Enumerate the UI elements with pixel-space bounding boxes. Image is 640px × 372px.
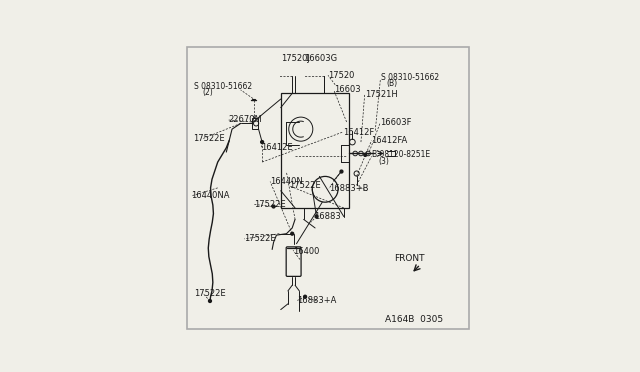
Text: 17522E: 17522E xyxy=(194,289,226,298)
Text: S 08310-51662: S 08310-51662 xyxy=(381,73,439,82)
Text: 22670M: 22670M xyxy=(228,115,262,125)
Text: 17522E: 17522E xyxy=(244,234,276,243)
Text: A164B  0305: A164B 0305 xyxy=(385,315,444,324)
Text: 16412FA: 16412FA xyxy=(372,136,408,145)
Text: (3): (3) xyxy=(378,157,389,166)
Text: S 08310-51662: S 08310-51662 xyxy=(194,82,252,91)
Text: 16883: 16883 xyxy=(314,212,341,221)
Text: 17522E: 17522E xyxy=(289,181,321,190)
Text: 17520J: 17520J xyxy=(281,54,310,64)
Text: 16400: 16400 xyxy=(293,247,319,256)
Text: FRONT: FRONT xyxy=(394,254,424,263)
Text: 17522E: 17522E xyxy=(193,134,225,143)
Circle shape xyxy=(291,232,294,235)
Text: 17521H: 17521H xyxy=(365,90,397,99)
Text: 16412E: 16412E xyxy=(262,143,293,152)
Text: 16412F: 16412F xyxy=(343,128,374,137)
Text: 17520: 17520 xyxy=(328,71,355,80)
Circle shape xyxy=(340,170,343,173)
Text: B 08120-8251E: B 08120-8251E xyxy=(372,150,429,160)
Text: 16603F: 16603F xyxy=(380,118,412,127)
Text: 16603G: 16603G xyxy=(303,54,337,64)
Circle shape xyxy=(364,154,367,156)
Text: (2): (2) xyxy=(202,88,212,97)
FancyBboxPatch shape xyxy=(187,47,469,329)
Text: 17522E: 17522E xyxy=(254,200,286,209)
Text: (B): (B) xyxy=(387,79,398,89)
Circle shape xyxy=(303,295,307,298)
Text: 16603: 16603 xyxy=(335,86,361,94)
Text: 16440N: 16440N xyxy=(270,177,303,186)
Text: 16883+A: 16883+A xyxy=(298,296,337,305)
Text: 16440NA: 16440NA xyxy=(191,191,230,201)
Text: 16883+B: 16883+B xyxy=(329,184,369,193)
Circle shape xyxy=(209,299,211,302)
Circle shape xyxy=(272,205,275,208)
Circle shape xyxy=(260,141,264,144)
Circle shape xyxy=(315,215,318,218)
